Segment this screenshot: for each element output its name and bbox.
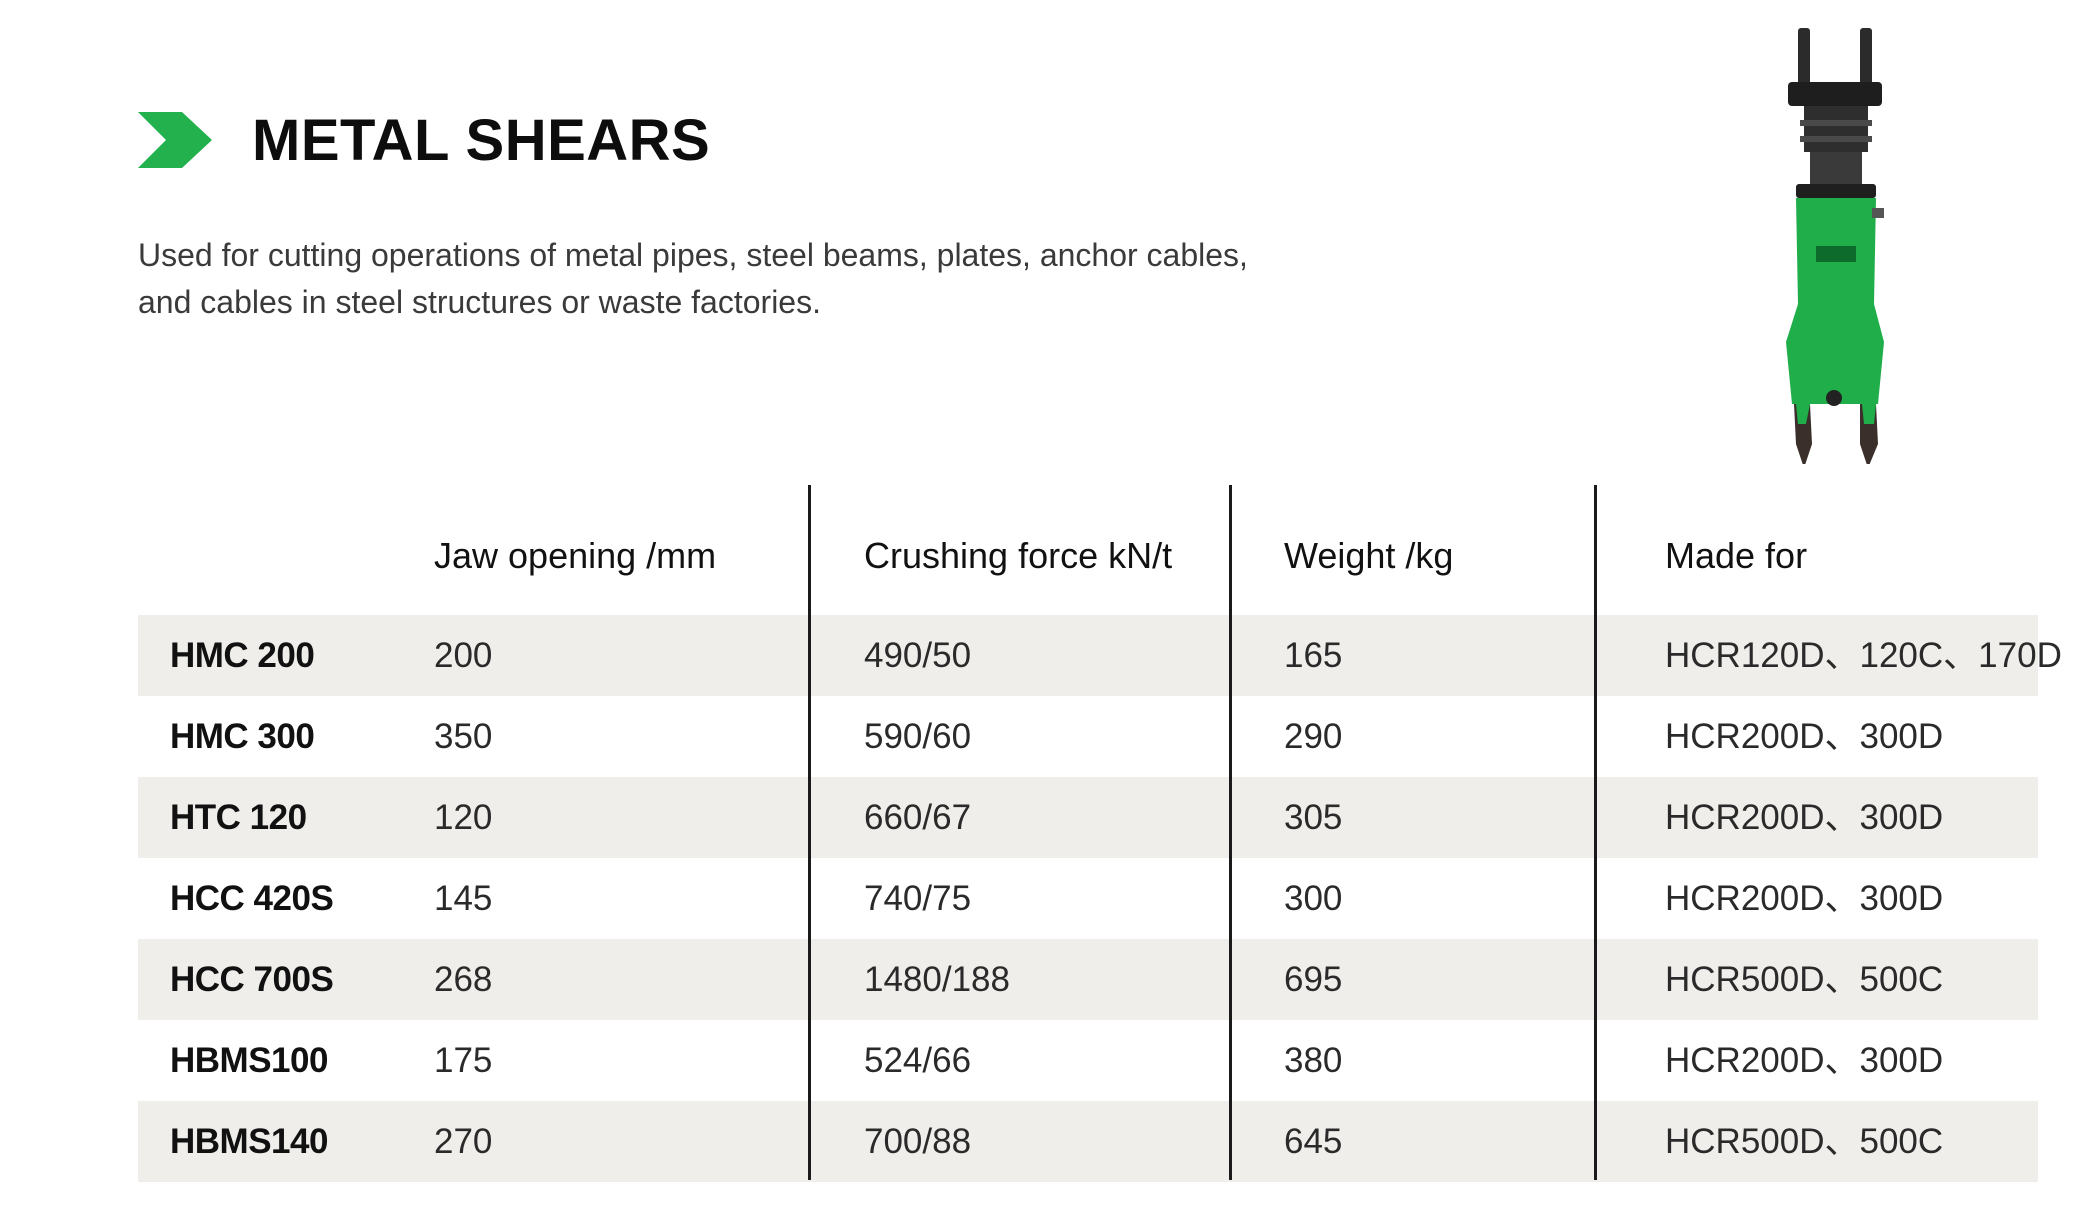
column-divider — [1229, 485, 1232, 1180]
cell-crushing-force: 590/60 — [864, 717, 972, 756]
header-weight: Weight /kg — [1284, 535, 1454, 576]
column-divider — [808, 485, 811, 1180]
cell-weight: 380 — [1284, 1041, 1343, 1080]
spec-table: Jaw opening /mm Crushing force kN/t Weig… — [138, 485, 2062, 1182]
cell-jaw-opening: 145 — [434, 879, 493, 918]
cell-made-for: HCR120D、120C、170D — [1665, 636, 2062, 675]
cell-model: HCC 420S — [170, 879, 334, 918]
table-row: HTC 120 120 660/67 305 HCR200D、300D — [138, 777, 2038, 858]
cell-made-for: HCR200D、300D — [1665, 798, 1944, 837]
cell-jaw-opening: 270 — [434, 1122, 493, 1161]
table-row: HBMS140 270 700/88 645 HCR500D、500C — [138, 1101, 2038, 1182]
description-line-2: and cables in steel structures or waste … — [138, 284, 821, 320]
cell-jaw-opening: 175 — [434, 1041, 493, 1080]
header-crushing-force: Crushing force kN/t — [864, 535, 1173, 576]
cell-weight: 305 — [1284, 798, 1343, 837]
cell-jaw-opening: 268 — [434, 960, 493, 999]
table-header-row: Jaw opening /mm Crushing force kN/t Weig… — [138, 485, 2038, 615]
cell-crushing-force: 740/75 — [864, 879, 972, 918]
cell-model: HTC 120 — [170, 798, 307, 837]
cell-crushing-force: 490/50 — [864, 636, 972, 675]
cell-jaw-opening: 200 — [434, 636, 493, 675]
table-row: HBMS100 175 524/66 380 HCR200D、300D — [138, 1020, 2038, 1101]
cell-weight: 290 — [1284, 717, 1343, 756]
description-line-1: Used for cutting operations of metal pip… — [138, 237, 1248, 273]
cell-made-for: HCR200D、300D — [1665, 879, 1944, 918]
header-jaw-opening: Jaw opening /mm — [434, 535, 717, 576]
cell-made-for: HCR500D、500C — [1665, 1122, 1944, 1161]
cell-made-for: HCR500D、500C — [1665, 960, 1944, 999]
cell-crushing-force: 524/66 — [864, 1041, 972, 1080]
cell-model: HCC 700S — [170, 960, 334, 999]
column-divider — [1594, 485, 1597, 1180]
cell-jaw-opening: 120 — [434, 798, 493, 837]
cell-made-for: HCR200D、300D — [1665, 717, 1944, 756]
table-row: HMC 300 350 590/60 290 HCR200D、300D — [138, 696, 2038, 777]
cell-crushing-force: 1480/188 — [864, 960, 1010, 999]
title-row: METAL SHEARS — [138, 100, 710, 180]
table-row: HCC 420S 145 740/75 300 HCR200D、300D — [138, 858, 2038, 939]
cell-weight: 300 — [1284, 879, 1343, 918]
chevron-right-icon — [138, 112, 212, 168]
cell-model: HMC 200 — [170, 636, 315, 675]
cell-crushing-force: 660/67 — [864, 798, 972, 837]
cell-crushing-force: 700/88 — [864, 1122, 972, 1161]
header-made-for: Made for — [1665, 535, 1808, 576]
cell-model: HMC 300 — [170, 717, 315, 756]
cell-model: HBMS140 — [170, 1122, 328, 1161]
table-row: HCC 700S 268 1480/188 695 HCR500D、500C — [138, 939, 2038, 1020]
cell-weight: 165 — [1284, 636, 1343, 675]
product-description: Used for cutting operations of metal pip… — [138, 232, 1338, 326]
metal-shear-attachment-illustration — [1786, 28, 1884, 464]
cell-made-for: HCR200D、300D — [1665, 1041, 1944, 1080]
cell-weight: 645 — [1284, 1122, 1343, 1161]
cell-model: HBMS100 — [170, 1041, 328, 1080]
page-title: METAL SHEARS — [252, 107, 711, 173]
table-row: HMC 200 200 490/50 165 HCR120D、120C、170D — [138, 615, 2062, 696]
cell-weight: 695 — [1284, 960, 1343, 999]
cell-jaw-opening: 350 — [434, 717, 493, 756]
